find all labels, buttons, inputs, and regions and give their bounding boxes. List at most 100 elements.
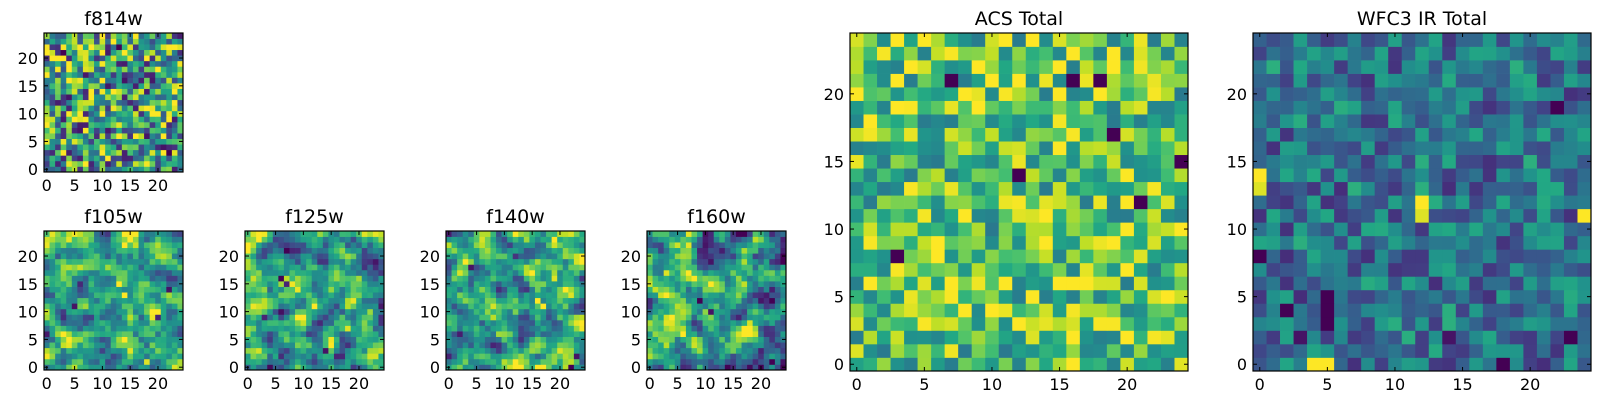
heatmap-cell bbox=[261, 292, 268, 299]
heatmap-cell bbox=[713, 364, 720, 371]
heatmap-cell bbox=[138, 286, 145, 293]
heatmap-cell bbox=[272, 253, 279, 260]
heatmap-cell bbox=[144, 149, 150, 156]
heatmap-cell bbox=[77, 66, 84, 73]
heatmap-cell bbox=[88, 292, 95, 299]
heatmap-cell bbox=[752, 336, 759, 343]
heatmap-cell bbox=[110, 127, 117, 134]
heatmap-cell bbox=[1025, 208, 1040, 223]
heatmap-cell bbox=[573, 303, 580, 310]
heatmap-cell bbox=[171, 49, 178, 56]
heatmap-cell bbox=[904, 154, 918, 169]
heatmap-cell bbox=[60, 94, 67, 101]
heatmap-cell bbox=[94, 347, 100, 354]
heatmap-cell bbox=[1160, 276, 1175, 291]
heatmap-cell bbox=[116, 297, 123, 304]
heatmap-cell bbox=[94, 342, 100, 349]
heatmap-cell bbox=[88, 33, 95, 39]
heatmap-cell bbox=[1133, 289, 1148, 304]
heatmap-cell bbox=[904, 33, 918, 47]
heatmap-cell bbox=[780, 242, 787, 249]
heatmap-cell bbox=[904, 141, 918, 156]
heatmap-cell bbox=[66, 231, 73, 237]
heatmap-cell bbox=[171, 358, 178, 365]
heatmap-cell bbox=[378, 331, 385, 337]
heatmap-cell bbox=[752, 325, 759, 332]
heatmap-cell bbox=[66, 77, 73, 84]
heatmap-cell bbox=[1536, 154, 1551, 169]
heatmap-cell bbox=[462, 236, 469, 243]
heatmap-cell bbox=[1280, 357, 1294, 372]
heatmap-cell bbox=[763, 358, 770, 365]
heatmap-cell bbox=[49, 247, 56, 254]
heatmap-cell bbox=[669, 264, 676, 271]
heatmap-cell bbox=[774, 236, 781, 243]
heatmap-cell bbox=[333, 364, 340, 371]
heatmap-cell bbox=[1347, 33, 1362, 47]
heatmap-cell bbox=[680, 342, 687, 349]
heatmap-cell bbox=[166, 71, 173, 78]
heatmap-cell bbox=[998, 276, 1013, 291]
heatmap-cell bbox=[971, 141, 986, 156]
heatmap-cell bbox=[110, 325, 117, 332]
heatmap-cell bbox=[1280, 343, 1294, 358]
heatmap-cell bbox=[479, 331, 486, 337]
y-tick-label: 10 bbox=[824, 220, 844, 239]
heatmap-cell bbox=[295, 275, 301, 282]
heatmap-cell bbox=[1253, 289, 1267, 304]
heatmap-cell bbox=[283, 314, 290, 321]
heatmap-cell bbox=[546, 325, 552, 332]
heatmap-cell bbox=[1415, 276, 1430, 291]
heatmap-cell bbox=[149, 105, 156, 112]
heatmap-cell bbox=[99, 236, 106, 243]
heatmap-cell bbox=[691, 258, 698, 265]
heatmap-cell bbox=[496, 303, 502, 310]
heatmap-cell bbox=[177, 242, 184, 249]
heatmap-cell bbox=[971, 46, 986, 61]
heatmap-cell bbox=[557, 347, 564, 354]
heatmap-cell bbox=[1106, 87, 1121, 101]
heatmap-cell bbox=[1523, 303, 1538, 318]
heatmap-cell bbox=[127, 121, 134, 128]
heatmap-cell bbox=[473, 269, 480, 276]
heatmap-cell bbox=[557, 297, 564, 304]
heatmap-cell bbox=[1455, 60, 1470, 74]
heatmap-cell bbox=[1106, 316, 1121, 331]
heatmap-cell bbox=[1079, 276, 1094, 291]
heatmap-cell bbox=[116, 144, 123, 151]
heatmap-cell bbox=[88, 286, 95, 293]
heatmap-cell bbox=[339, 264, 346, 271]
heatmap-cell bbox=[49, 44, 56, 51]
heatmap-cell bbox=[94, 144, 100, 151]
heatmap-cell bbox=[267, 347, 274, 354]
heatmap-cell bbox=[127, 60, 134, 67]
heatmap-cell bbox=[311, 236, 318, 243]
heatmap-cell bbox=[534, 247, 541, 254]
heatmap-cell bbox=[713, 336, 720, 343]
heatmap-cell bbox=[166, 297, 173, 304]
heatmap-cell bbox=[763, 275, 770, 282]
heatmap-cell bbox=[468, 331, 475, 337]
heatmap-cell bbox=[724, 236, 731, 243]
heatmap-cell bbox=[250, 236, 257, 243]
heatmap-cell bbox=[1401, 316, 1416, 331]
heatmap-cell bbox=[917, 303, 932, 318]
heatmap-cell bbox=[446, 331, 452, 337]
heatmap-cell bbox=[328, 331, 335, 337]
heatmap-cell bbox=[663, 308, 670, 315]
heatmap-cell bbox=[160, 160, 167, 167]
heatmap-cell bbox=[132, 127, 139, 134]
heatmap-cell bbox=[479, 297, 486, 304]
heatmap-cell bbox=[1374, 208, 1389, 223]
heatmap-cell bbox=[652, 314, 659, 321]
heatmap-cell bbox=[680, 353, 687, 360]
heatmap-cell bbox=[540, 325, 547, 332]
heatmap-cell bbox=[333, 236, 340, 243]
heatmap-cell bbox=[1025, 316, 1040, 331]
heatmap-cell bbox=[267, 275, 274, 282]
heatmap-cell bbox=[917, 46, 932, 61]
heatmap-cell bbox=[1120, 195, 1135, 210]
heatmap-cell bbox=[345, 358, 351, 365]
heatmap-cell bbox=[144, 138, 150, 145]
heatmap-cell bbox=[49, 38, 56, 45]
